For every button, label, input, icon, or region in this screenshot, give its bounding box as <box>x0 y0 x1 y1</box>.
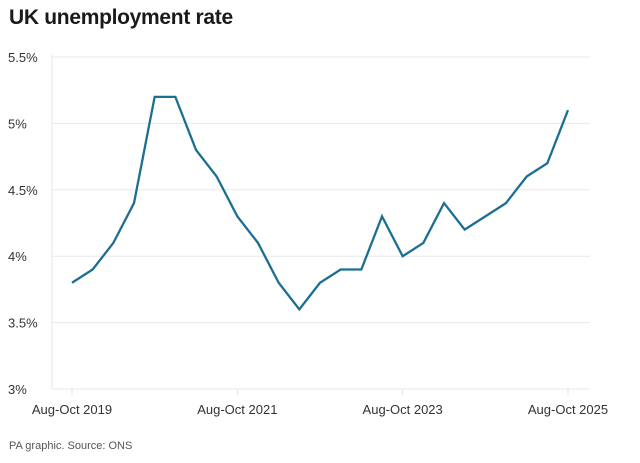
x-tick-label: Aug-Oct 2025 <box>528 402 608 417</box>
x-tick-label: Aug-Oct 2021 <box>197 402 277 417</box>
y-tick-label: 4% <box>8 249 27 264</box>
source-note: PA graphic. Source: ONS <box>9 440 133 452</box>
y-tick-label: 4.5% <box>8 183 38 198</box>
x-tick-label: Aug-Oct 2019 <box>32 402 112 417</box>
y-tick-label: 5% <box>8 116 27 131</box>
y-tick-label: 3.5% <box>8 316 38 331</box>
y-tick-label: 5.5% <box>8 50 38 65</box>
series-line <box>71 95 570 312</box>
chart-title: UK unemployment rate <box>9 6 233 29</box>
y-tick-label: 3% <box>8 382 27 397</box>
x-tick-label: Aug-Oct 2023 <box>363 402 443 417</box>
